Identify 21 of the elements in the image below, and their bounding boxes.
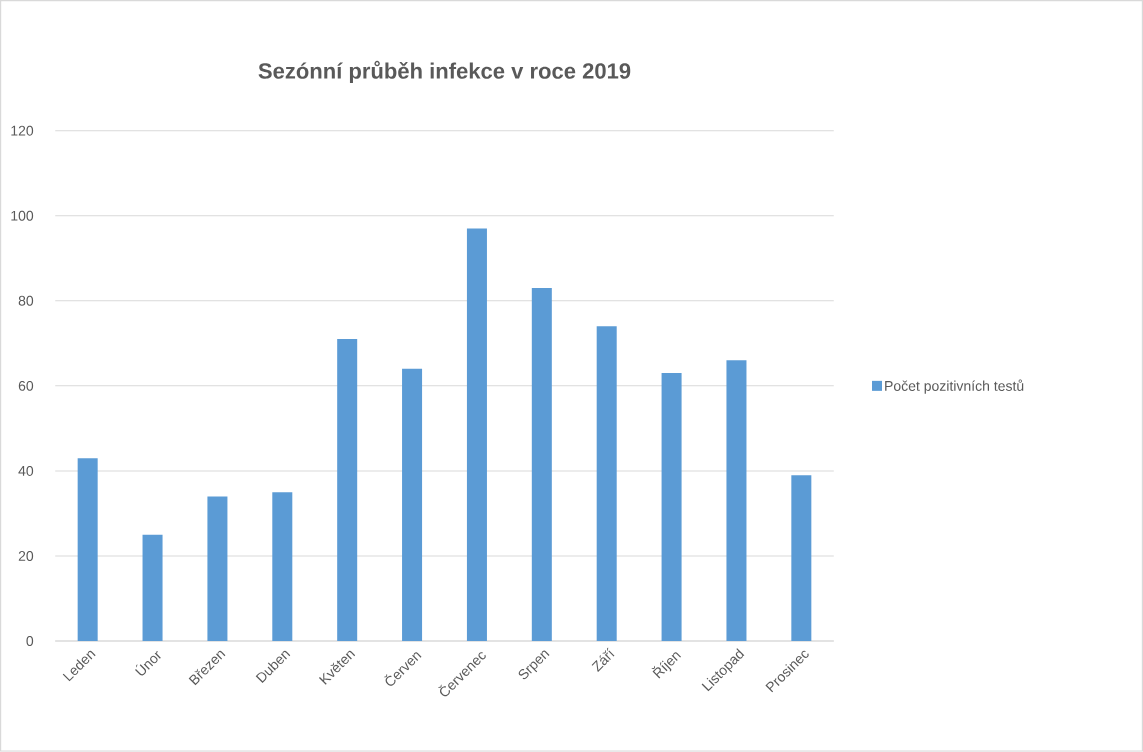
bar bbox=[466, 228, 487, 642]
bar bbox=[337, 339, 358, 642]
bar bbox=[272, 492, 293, 642]
y-tick-label: 0 bbox=[26, 636, 34, 647]
y-tick-label: 80 bbox=[18, 295, 34, 306]
y-tick-label: 60 bbox=[18, 381, 34, 391]
bar bbox=[142, 534, 163, 642]
bar bbox=[661, 373, 682, 642]
bar bbox=[207, 496, 228, 642]
chart-title: Sezónní průběh infekce v roce 2019 bbox=[258, 61, 631, 84]
y-tick-label: 40 bbox=[18, 466, 34, 477]
bar bbox=[77, 458, 98, 642]
bar bbox=[531, 288, 552, 642]
y-tick-label: 100 bbox=[11, 210, 34, 221]
legend-label: Počet pozitivních testů bbox=[885, 379, 1024, 394]
bar bbox=[791, 475, 812, 642]
bar bbox=[402, 368, 423, 642]
bar bbox=[596, 326, 617, 642]
bar bbox=[726, 360, 747, 642]
y-tick-label: 120 bbox=[11, 125, 34, 136]
y-tick-label: 20 bbox=[18, 551, 34, 562]
